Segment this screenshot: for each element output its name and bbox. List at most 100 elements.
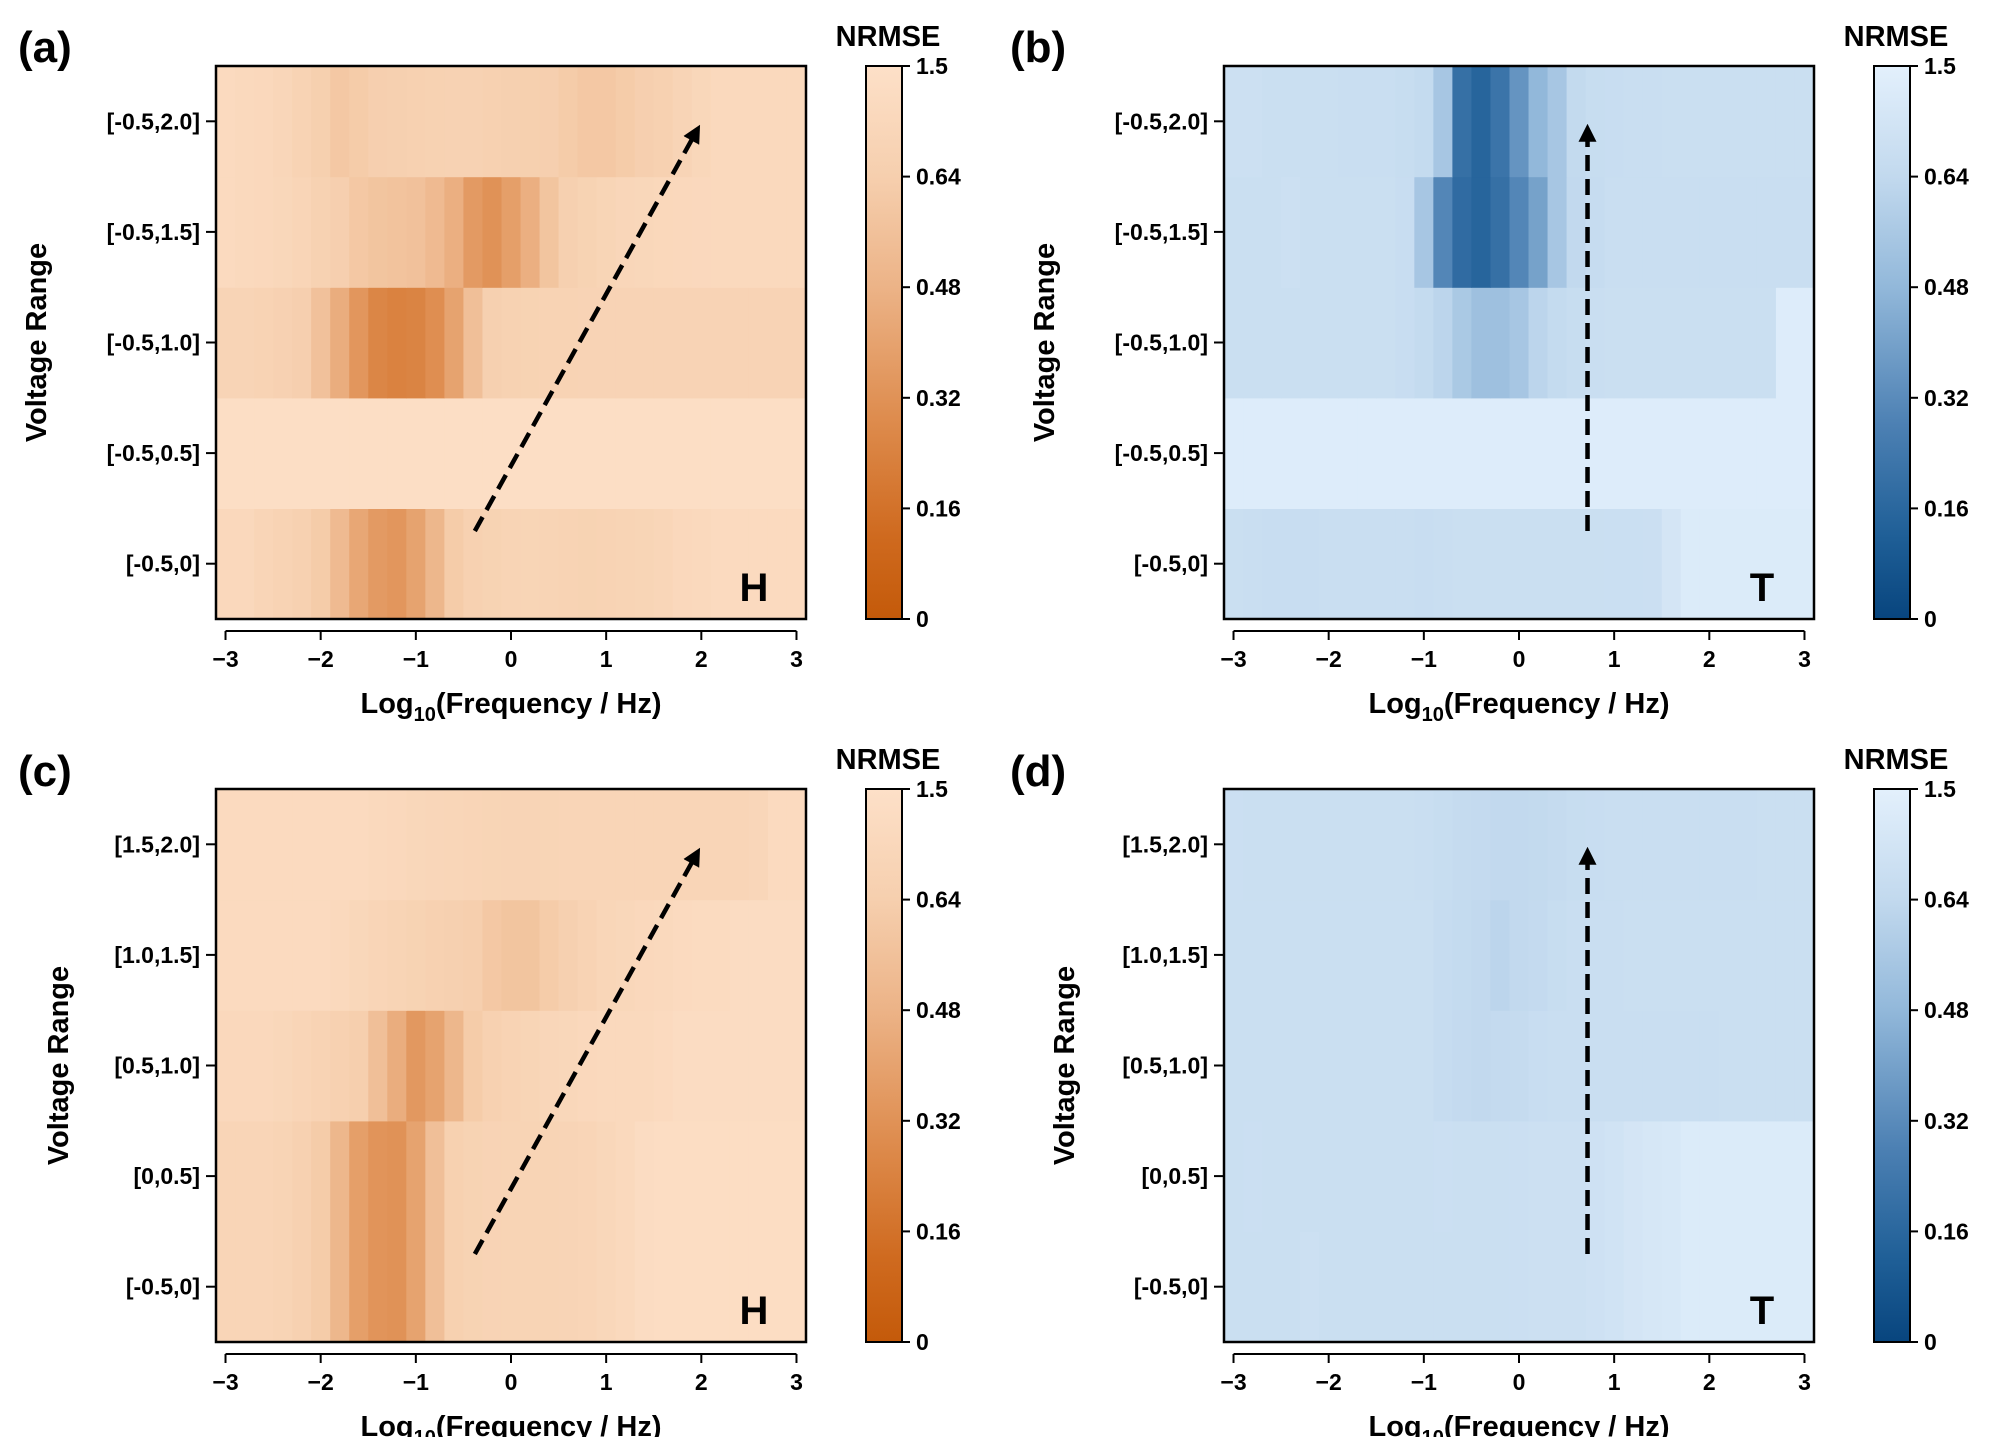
- heatmap-cell: [615, 176, 636, 288]
- heatmap-cell: [1623, 397, 1644, 509]
- heatmap-cell: [1319, 1120, 1339, 1232]
- heatmap-cell: [406, 508, 426, 620]
- heatmap-cell: [520, 176, 541, 288]
- heatmap-cell: [1262, 66, 1282, 178]
- panel-c: [-0.5,0] [0,0.5] [0.5,1.0] [1.0,1.5] [1.5,2.…: [18, 744, 961, 1437]
- heatmap-cell: [748, 1010, 769, 1122]
- heatmap-cell: [1452, 287, 1473, 399]
- colorbar-tick-label: 0.48: [1924, 274, 1969, 300]
- heatmap-cell: [710, 397, 731, 509]
- heatmap-cell: [1490, 789, 1511, 901]
- heatmap-cell: [330, 1231, 350, 1343]
- heatmap-cell: [1661, 287, 1682, 399]
- heatmap-cell: [1490, 1010, 1511, 1122]
- x-tick-label: −2: [1316, 646, 1342, 672]
- heatmap-cell: [216, 1010, 236, 1122]
- heatmap-cell: [1452, 397, 1473, 509]
- colorbar-tick-label: 1.5: [1924, 776, 1956, 802]
- heatmap-cell: [330, 66, 350, 178]
- heatmap-cell: [444, 176, 465, 288]
- heatmap-cell: [1718, 789, 1739, 901]
- heatmap-cell: [1528, 397, 1549, 509]
- heatmap-cell: [1566, 789, 1587, 901]
- heatmap-cell: [292, 1120, 312, 1232]
- heatmap-cell: [349, 1231, 369, 1343]
- heatmap-cell: [596, 176, 617, 288]
- heatmap-cell: [254, 1010, 274, 1122]
- x-tick-label: −2: [308, 1369, 334, 1395]
- heatmap-cell: [729, 66, 750, 178]
- heatmap-cell: [1585, 66, 1606, 178]
- heatmap-cell: [634, 789, 655, 901]
- heatmap-cell: [748, 789, 769, 901]
- heatmap-cell: [1585, 1120, 1606, 1232]
- y-tick-label: [-0.5,2.0]: [1115, 108, 1208, 134]
- heatmap-cell: [235, 1120, 255, 1232]
- heatmap-cell: [387, 66, 407, 178]
- heatmap-cell: [1224, 789, 1244, 901]
- heatmap-cell: [349, 397, 369, 509]
- heatmap-cell: [672, 1010, 693, 1122]
- heatmap-cell: [444, 789, 465, 901]
- heatmap-cell: [501, 397, 522, 509]
- heatmap-cell: [1718, 508, 1739, 620]
- y-axis-label: Voltage Range: [43, 966, 75, 1165]
- colorbar-tick-label: 0.16: [916, 495, 961, 521]
- x-tick-label: 3: [1798, 1369, 1811, 1395]
- y-tick-label: [-0.5,0]: [126, 1274, 200, 1300]
- heatmap-cell: [1585, 1010, 1606, 1122]
- heatmap-cell: [1262, 1231, 1282, 1343]
- heatmap-cell: [1300, 1231, 1320, 1343]
- heatmap-cell: [273, 287, 293, 399]
- heatmap-cell: [558, 899, 579, 1011]
- heatmap-cell: [235, 899, 255, 1011]
- heatmap-cell: [330, 1120, 350, 1232]
- heatmap-cell: [634, 1010, 655, 1122]
- heatmap-cell: [1775, 1120, 1796, 1232]
- heatmap-cell: [1471, 508, 1492, 620]
- heatmap-cell: [254, 1231, 274, 1343]
- heatmap-cell: [1376, 899, 1396, 1011]
- heatmap-cell: [254, 287, 274, 399]
- heatmap-cell: [786, 1120, 807, 1232]
- panel-b: [-0.5,0] [-0.5,0.5] [-0.5,1.0] [-0.5,1.5] [-…: [1010, 21, 1969, 726]
- heatmap-cell: [786, 789, 807, 901]
- y-tick-label: [0.5,1.0]: [114, 1053, 200, 1079]
- heatmap-cell: [653, 176, 674, 288]
- colorbar: [1873, 65, 1911, 620]
- heatmap-cell: [786, 508, 807, 620]
- heatmap-cell: [463, 899, 484, 1011]
- heatmap-cell: [1319, 176, 1339, 288]
- heatmap-cell: [1262, 1010, 1282, 1122]
- heatmap-cell: [273, 789, 293, 901]
- heatmap-cell: [425, 1120, 445, 1232]
- heatmap-cell: [501, 508, 522, 620]
- heatmap-cell: [254, 66, 274, 178]
- colorbar-title: NRMSE: [1844, 744, 1949, 776]
- heatmap-cell: [1224, 508, 1244, 620]
- heatmap-cell: [1699, 1231, 1720, 1343]
- x-tick-label: −2: [1316, 1369, 1342, 1395]
- heatmap-cell: [1471, 1231, 1492, 1343]
- x-axis-label: Log10(Frequency / Hz): [1369, 688, 1670, 726]
- x-label-prefix: Log: [361, 688, 414, 720]
- heatmap-cell: [748, 176, 769, 288]
- colorbar-tick-label: 0: [1924, 606, 1937, 632]
- heatmap-cell: [1243, 176, 1263, 288]
- heatmap-cell: [1775, 176, 1796, 288]
- heatmap-cell: [1376, 1010, 1396, 1122]
- heatmap-cell: [387, 1231, 407, 1343]
- heatmap-cell: [1623, 1120, 1644, 1232]
- x-tick-label: −3: [212, 646, 238, 672]
- heatmap-cell: [1262, 508, 1282, 620]
- heatmap-cell: [1737, 899, 1758, 1011]
- heatmap-cell: [653, 508, 674, 620]
- heatmap-cell: [1585, 789, 1606, 901]
- heatmap-cell: [1357, 1010, 1377, 1122]
- heatmap-cell: [1376, 789, 1396, 901]
- heatmap-cell: [368, 1120, 388, 1232]
- heatmap-cell: [273, 899, 293, 1011]
- heatmap-cell: [1357, 899, 1377, 1011]
- heatmap-cell: [1756, 287, 1777, 399]
